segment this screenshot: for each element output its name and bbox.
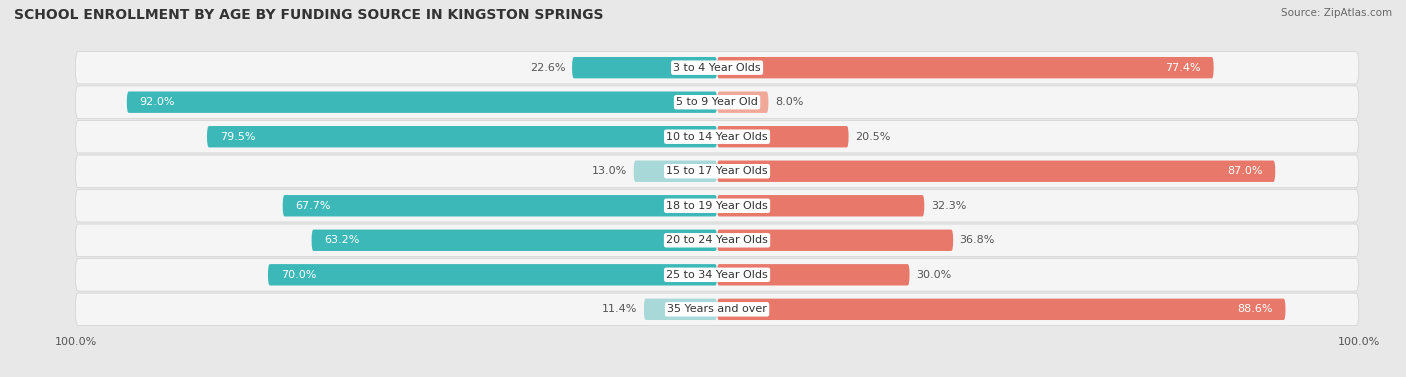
FancyBboxPatch shape [717,230,953,251]
FancyBboxPatch shape [717,195,924,216]
Text: 35 Years and over: 35 Years and over [666,304,768,314]
FancyBboxPatch shape [644,299,717,320]
Text: 10 to 14 Year Olds: 10 to 14 Year Olds [666,132,768,142]
Text: 11.4%: 11.4% [602,304,637,314]
FancyBboxPatch shape [717,92,769,113]
FancyBboxPatch shape [76,155,1358,187]
FancyBboxPatch shape [634,161,717,182]
Text: 22.6%: 22.6% [530,63,565,73]
FancyBboxPatch shape [76,190,1358,222]
Text: 18 to 19 Year Olds: 18 to 19 Year Olds [666,201,768,211]
Text: 3 to 4 Year Olds: 3 to 4 Year Olds [673,63,761,73]
Text: 5 to 9 Year Old: 5 to 9 Year Old [676,97,758,107]
FancyBboxPatch shape [76,224,1358,256]
Text: 67.7%: 67.7% [295,201,330,211]
Text: 15 to 17 Year Olds: 15 to 17 Year Olds [666,166,768,176]
Text: 79.5%: 79.5% [219,132,256,142]
Text: 25 to 34 Year Olds: 25 to 34 Year Olds [666,270,768,280]
Text: 13.0%: 13.0% [592,166,627,176]
Text: SCHOOL ENROLLMENT BY AGE BY FUNDING SOURCE IN KINGSTON SPRINGS: SCHOOL ENROLLMENT BY AGE BY FUNDING SOUR… [14,8,603,21]
FancyBboxPatch shape [283,195,717,216]
FancyBboxPatch shape [717,126,849,147]
Text: 88.6%: 88.6% [1237,304,1272,314]
FancyBboxPatch shape [76,121,1358,153]
Text: 8.0%: 8.0% [775,97,803,107]
FancyBboxPatch shape [717,161,1275,182]
Text: 30.0%: 30.0% [915,270,952,280]
Text: 20 to 24 Year Olds: 20 to 24 Year Olds [666,235,768,245]
FancyBboxPatch shape [572,57,717,78]
FancyBboxPatch shape [717,57,1213,78]
FancyBboxPatch shape [717,264,910,285]
Text: 70.0%: 70.0% [281,270,316,280]
Text: 20.5%: 20.5% [855,132,890,142]
FancyBboxPatch shape [717,299,1285,320]
Text: 36.8%: 36.8% [959,235,995,245]
FancyBboxPatch shape [76,259,1358,291]
FancyBboxPatch shape [269,264,717,285]
Text: 77.4%: 77.4% [1166,63,1201,73]
FancyBboxPatch shape [312,230,717,251]
FancyBboxPatch shape [207,126,717,147]
Text: 32.3%: 32.3% [931,201,966,211]
Text: 87.0%: 87.0% [1227,166,1263,176]
FancyBboxPatch shape [76,51,1358,84]
Text: Source: ZipAtlas.com: Source: ZipAtlas.com [1281,8,1392,18]
FancyBboxPatch shape [76,293,1358,326]
FancyBboxPatch shape [127,92,717,113]
Text: 92.0%: 92.0% [139,97,176,107]
FancyBboxPatch shape [76,86,1358,118]
Text: 63.2%: 63.2% [325,235,360,245]
